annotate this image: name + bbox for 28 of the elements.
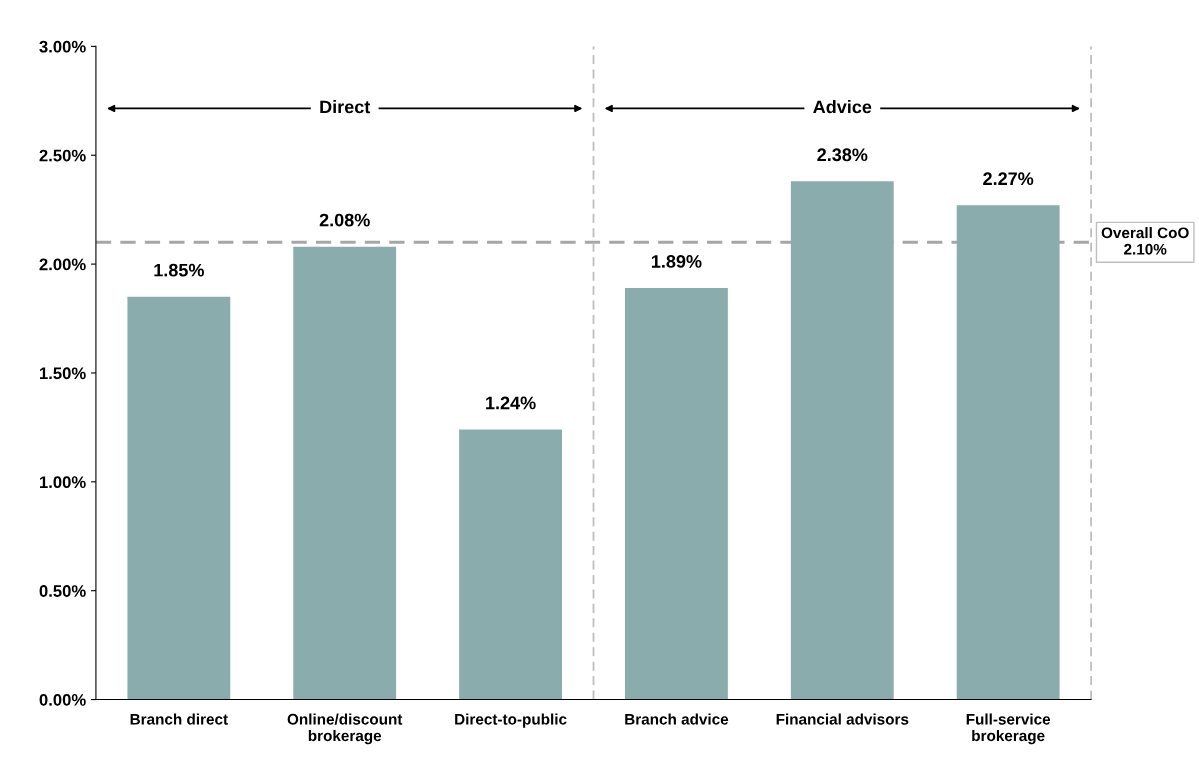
bar	[625, 288, 728, 700]
x-tick-label: Branch direct	[130, 713, 228, 725]
ref-line-label: Overall CoO 2.10%	[1101, 226, 1189, 255]
data-label: 2.38%	[817, 148, 868, 162]
data-label: 1.85%	[154, 263, 204, 277]
bar	[790, 181, 894, 700]
bar	[459, 429, 562, 700]
x-tick-label: Financial advisors	[776, 713, 909, 725]
data-label: 1.24%	[486, 396, 536, 410]
bar	[127, 296, 231, 700]
data-label: 1.89%	[651, 255, 702, 268]
y-tick-label: 3.00%	[39, 40, 86, 53]
y-tick-label: 1.00%	[39, 476, 86, 489]
y-tick-label: 0.00%	[39, 693, 86, 706]
y-tick-label: 0.50%	[39, 585, 86, 597]
x-tick-label: Online/discount brokerage	[287, 713, 403, 745]
data-label: 2.27%	[983, 172, 1034, 186]
x-tick-label: Full-service brokerage	[966, 713, 1051, 745]
bar	[956, 205, 1060, 700]
x-tick-label: Direct-to-public	[455, 713, 567, 728]
y-tick-label: 1.50%	[39, 367, 86, 380]
annotation: Advice	[813, 100, 872, 114]
y-tick-label: 2.00%	[39, 258, 86, 271]
y-tick-label: 2.50%	[39, 149, 86, 162]
annotation: Direct	[320, 100, 371, 114]
data-label: 2.08%	[319, 213, 370, 227]
x-tick-label: Branch advice	[625, 713, 729, 725]
bar	[293, 246, 397, 700]
